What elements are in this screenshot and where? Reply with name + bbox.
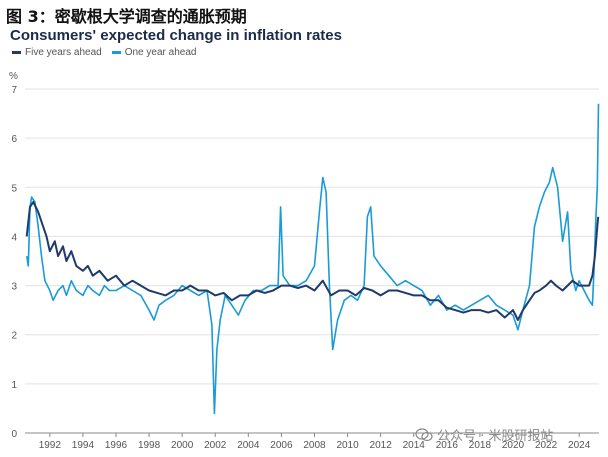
x-tick-label: 2008 (303, 440, 326, 451)
y-tick-label: 5 (11, 183, 17, 194)
series-line-five-years (25, 201, 600, 321)
legend-item-five-years: Five years ahead (12, 47, 102, 58)
x-tick-label: 1994 (72, 440, 95, 451)
x-tick-label: 2014 (403, 440, 426, 451)
x-tick-label: 2000 (171, 440, 194, 451)
legend-swatch-one-year (111, 51, 121, 54)
y-tick-label: 0 (11, 429, 17, 440)
legend-swatch-five-years (12, 51, 21, 54)
x-tick-label: 2006 (270, 440, 293, 451)
series-lines (25, 103, 600, 415)
wechat-icon (415, 427, 433, 441)
x-tick-label: 2020 (502, 440, 525, 451)
legend-item-one-year: One year ahead (111, 47, 197, 58)
x-tick-label: 1992 (39, 440, 62, 451)
x-tick-label: 2010 (336, 440, 359, 451)
x-tick-label: 2022 (535, 440, 558, 451)
y-axis-unit-label: % (9, 71, 18, 82)
watermark-text: 公众号 · 米股研报站 (437, 429, 554, 444)
y-tick-label: 7 (11, 85, 17, 96)
series-line-one-year (25, 103, 600, 415)
x-tick-label: 2012 (370, 440, 393, 451)
y-tick-label: 1 (11, 380, 17, 391)
figure-title: 图 3：密歇根大学调查的通胀预期 (6, 7, 247, 26)
x-tick-label: 2024 (568, 440, 591, 451)
x-tick-label: 1998 (138, 440, 161, 451)
x-tick-label: 2004 (237, 440, 260, 451)
x-tick-label: 1996 (105, 440, 128, 451)
x-axis: 1992 1994 1996 1998 2000 2002 2004 2006 2008 2010… (39, 433, 591, 451)
legend: Five years ahead One year ahead (12, 47, 196, 58)
legend-label-five-years: Five years ahead (25, 47, 102, 58)
x-tick-label: 2016 (436, 440, 459, 451)
x-tick-label: 2002 (204, 440, 227, 451)
legend-label-one-year: One year ahead (124, 47, 197, 58)
y-tick-label: 6 (11, 134, 17, 145)
chart-title: Consumers' expected change in inflation … (10, 27, 342, 44)
y-tick-label: 2 (11, 331, 17, 342)
x-tick-label: 2018 (469, 440, 492, 451)
grid-lines (25, 88, 599, 434)
y-axis: 0 1 2 3 4 5 6 7 (11, 85, 17, 440)
y-tick-label: 3 (11, 282, 17, 293)
watermark: 公众号 · 米股研报站 (415, 425, 553, 444)
y-tick-label: 4 (11, 232, 17, 243)
